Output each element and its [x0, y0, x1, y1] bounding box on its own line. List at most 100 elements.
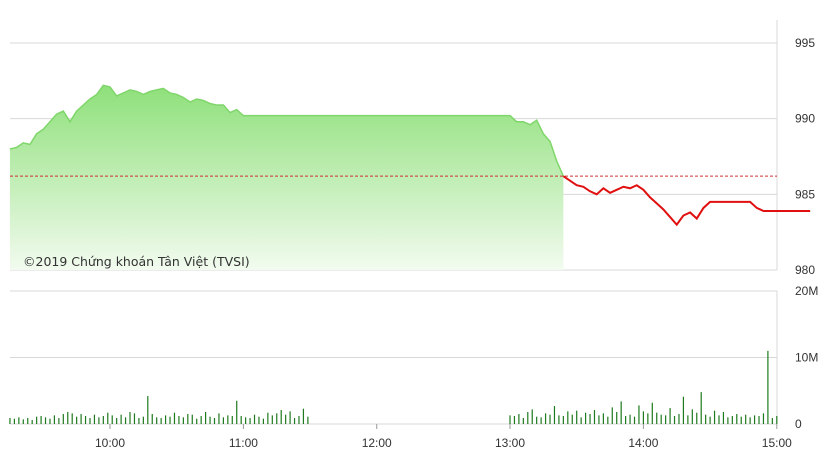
- volume-bar: [76, 416, 78, 424]
- volume-bar: [267, 412, 269, 424]
- volume-bar: [27, 418, 29, 424]
- volume-bar: [205, 412, 207, 424]
- volume-bar: [187, 414, 189, 424]
- volume-bar: [753, 415, 756, 424]
- volume-bar: [80, 414, 82, 424]
- volume-bar: [142, 416, 144, 424]
- volume-bar: [536, 416, 538, 424]
- volume-bar: [107, 412, 109, 424]
- volume-bar: [249, 418, 251, 424]
- volume-bar: [151, 414, 153, 424]
- volume-bar: [767, 350, 769, 424]
- volume-bar: [682, 396, 685, 424]
- volume-bar: [611, 407, 613, 424]
- volume-bar: [722, 412, 725, 424]
- volume-bar: [49, 418, 51, 424]
- volume-bar: [762, 413, 765, 424]
- volume-bar: [93, 414, 96, 424]
- volume-bar: [665, 415, 667, 424]
- volume-bar: [562, 416, 564, 424]
- volume-bar: [236, 400, 238, 424]
- volume-bar: [302, 408, 305, 424]
- volume-bar: [705, 414, 707, 424]
- volume-bar: [696, 412, 698, 424]
- volume-bar: [656, 412, 658, 424]
- price-tick-label: 990: [795, 112, 815, 126]
- volume-bar: [580, 417, 582, 424]
- volume-bar: [22, 419, 24, 424]
- volume-bar: [9, 418, 11, 424]
- volume-bar: [616, 412, 618, 424]
- volume-bar: [156, 417, 158, 424]
- volume-bar: [771, 418, 773, 424]
- volume-bar: [222, 417, 224, 424]
- volume-bar: [40, 416, 42, 424]
- volume-bar: [589, 414, 591, 424]
- volume-bar: [213, 418, 216, 424]
- volume-tick-label: 0: [795, 417, 802, 431]
- volume-bar: [625, 416, 627, 424]
- volume-bar: [209, 416, 211, 424]
- price-axis: 995 990 985 980: [795, 36, 815, 277]
- volume-bar: [576, 410, 578, 424]
- volume-bar: [271, 415, 273, 424]
- volume-bar: [749, 417, 751, 424]
- volume-bar: [124, 417, 127, 424]
- volume-bar: [191, 414, 193, 424]
- volume-bar: [669, 408, 671, 424]
- volume-bar: [169, 416, 171, 424]
- volume-bar: [129, 412, 131, 424]
- volume-bar: [553, 406, 556, 424]
- volume-bar: [182, 417, 184, 424]
- time-tick-label: 10:00: [95, 436, 125, 450]
- volume-bar: [67, 412, 69, 424]
- volume-bar: [116, 418, 118, 424]
- price-line-below-reference: [562, 175, 811, 227]
- volume-bar: [776, 416, 778, 424]
- volume-bar: [598, 415, 600, 424]
- volume-bar: [196, 418, 198, 424]
- volume-bar: [567, 411, 569, 424]
- volume-bar: [718, 415, 720, 424]
- volume-bar: [509, 415, 511, 424]
- volume-bar: [540, 417, 542, 424]
- volume-bar: [713, 410, 716, 424]
- volume-bar: [629, 414, 631, 424]
- volume-bar: [280, 410, 282, 424]
- volume-bar: [593, 410, 596, 424]
- volume-bar: [285, 414, 287, 424]
- price-tick-label: 995: [795, 36, 815, 50]
- volume-bar: [44, 417, 47, 424]
- volume-bar: [745, 414, 747, 424]
- volume-bar: [262, 418, 265, 424]
- volume-bar: [513, 416, 516, 424]
- volume-bar: [642, 411, 644, 424]
- volume-bar: [253, 414, 256, 424]
- price-area-fill: [9, 85, 564, 270]
- volume-bar: [160, 418, 162, 424]
- volume-bar: [133, 413, 136, 424]
- volume-bar: [276, 413, 278, 424]
- volume-bar: [227, 415, 229, 424]
- volume-bar: [138, 418, 140, 424]
- volume-bar: [31, 420, 33, 424]
- volume-bar: [527, 412, 529, 424]
- volume-bar: [89, 418, 91, 424]
- volume-bar: [298, 416, 300, 424]
- volume-bar: [120, 414, 122, 424]
- volume-bar: [531, 409, 533, 424]
- volume-bar: [633, 416, 636, 424]
- time-tick-label: 15:00: [762, 436, 792, 450]
- volume-bar: [240, 416, 242, 424]
- volume-bar: [518, 414, 520, 424]
- volume-bar: [62, 414, 64, 424]
- volume-bar: [571, 414, 573, 424]
- price-tick-label: 985: [795, 187, 815, 201]
- volume-bar: [218, 413, 220, 424]
- volume-bar: [13, 418, 15, 424]
- volume-bar: [245, 417, 247, 424]
- volume-bar: [173, 412, 176, 424]
- volume-bar: [758, 416, 760, 424]
- copyright-text: ©2019 Chứng khoán Tân Việt (TVSI): [23, 254, 250, 269]
- time-tick-label: 13:00: [495, 436, 525, 450]
